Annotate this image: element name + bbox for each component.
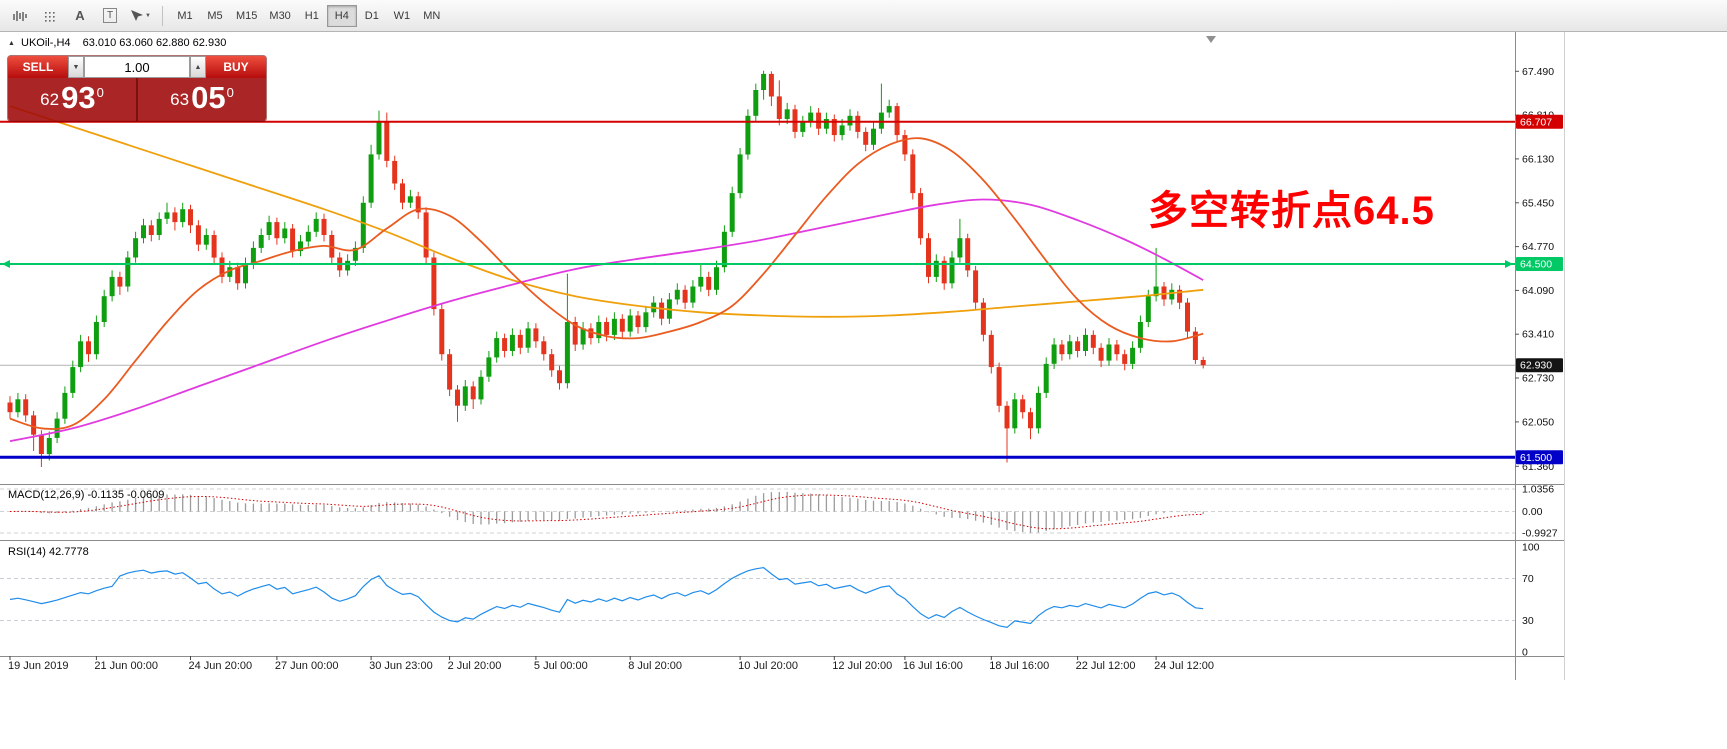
- macd-pane: [0, 488, 1515, 534]
- sell-button[interactable]: SELL: [8, 56, 68, 78]
- time-axis-label: 19 Jun 2019: [8, 660, 69, 672]
- timeframe-button-m15[interactable]: M15: [236, 9, 258, 22]
- bar-chart-icon[interactable]: [6, 4, 34, 28]
- time-axis-label: 12 Jul 20:00: [832, 660, 892, 672]
- tick-grid-icon[interactable]: [36, 4, 64, 28]
- ask-prefix: 63: [170, 90, 190, 109]
- text-label-icon[interactable]: T: [96, 4, 124, 28]
- candlestick-chart[interactable]: 67.49066.81066.13065.45064.77064.09063.4…: [0, 32, 1565, 680]
- time-axis-label: 10 Jul 20:00: [738, 660, 798, 672]
- rsi-pane: [0, 566, 1515, 629]
- trade-panel-divider: [136, 78, 138, 121]
- bid-big-digits: 93: [61, 80, 96, 115]
- price-badge: [1516, 358, 1563, 373]
- ask-pip-digit: 0: [226, 85, 234, 100]
- trade-panel-price-row: 62 93 0 63 05 0: [8, 78, 266, 121]
- price-axis-label: 67.490: [1522, 66, 1554, 78]
- price-axis-label: 62.050: [1522, 416, 1554, 428]
- price-axis-label: 66.130: [1522, 153, 1554, 165]
- price-badge: [1516, 114, 1563, 129]
- main-toolbar: A T ▼ M1 M5 M15 M30 H1 H4 D1 W1 MN: [0, 0, 1727, 32]
- crosshair-tool-icon[interactable]: ▼: [126, 4, 154, 28]
- timeframe-button-h1[interactable]: H1: [304, 9, 319, 22]
- time-axis-label: 27 Jun 00:00: [275, 660, 339, 672]
- auto-scroll-icon[interactable]: A: [75, 8, 85, 23]
- one-click-trading-panel: SELL ▼ 1.00 ▲ BUY 62 93 0 63 05 0: [8, 56, 266, 121]
- rsi-axis-label: 30: [1522, 615, 1534, 627]
- hline-left-arrow-icon: [2, 260, 10, 268]
- time-axis-label: 22 Jul 12:00: [1076, 660, 1136, 672]
- ask-big-digits: 05: [191, 80, 226, 115]
- price-badge: [1516, 450, 1563, 465]
- rsi-line: [9, 566, 1204, 629]
- buy-button[interactable]: BUY: [206, 56, 266, 78]
- macd-axis-label: 1.0356: [1522, 484, 1554, 496]
- rsi-axis-label: 100: [1522, 542, 1540, 554]
- bid-prefix: 62: [40, 90, 60, 109]
- price-axis-label: 64.090: [1522, 285, 1554, 297]
- price-badge-label: 66.707: [1520, 116, 1552, 128]
- time-axis-label: 5 Jul 00:00: [534, 660, 588, 672]
- candles-layer: [7, 70, 1206, 467]
- chart-shift-marker[interactable]: [1206, 36, 1216, 43]
- timeframe-button-m30[interactable]: M30: [269, 9, 291, 22]
- price-badge-label: 64.500: [1520, 259, 1552, 271]
- price-badge-label: 62.930: [1520, 360, 1552, 372]
- ma-mid-magenta: [9, 198, 1204, 443]
- time-axis-label: 24 Jun 20:00: [189, 660, 253, 672]
- price-axis-label: 62.730: [1522, 373, 1554, 385]
- price-axis[interactable]: 67.49066.81066.13065.45064.77064.09063.4…: [1515, 66, 1563, 473]
- volume-decrease-button[interactable]: ▼: [68, 56, 84, 78]
- time-axis[interactable]: 19 Jun 2019 21 Jun 00:00 24 Jun 20:00 27 Ju…: [8, 656, 1214, 672]
- timeframe-toolbar: M1 M5 M15 M30 H1 H4 D1 W1 MN: [170, 4, 447, 27]
- time-axis-label: 21 Jun 00:00: [94, 660, 158, 672]
- price-badge-label: 61.500: [1520, 452, 1552, 464]
- trade-panel-top-row: SELL ▼ 1.00 ▲ BUY: [8, 56, 266, 78]
- rsi-axis-label: 70: [1522, 573, 1534, 585]
- timeframe-button-d1[interactable]: D1: [364, 9, 379, 22]
- macd-signal-line: [9, 494, 1204, 530]
- ma-fast-orangered: [9, 137, 1204, 430]
- bid-price[interactable]: 62 93 0: [8, 78, 136, 121]
- volume-increase-button[interactable]: ▲: [190, 56, 206, 78]
- macd-axis-label: 0.00: [1522, 506, 1543, 518]
- price-axis-label: 65.450: [1522, 197, 1554, 209]
- volume-input[interactable]: 1.00: [84, 56, 190, 78]
- ma-slow-orange: [9, 105, 1204, 318]
- hline-right-arrow-icon: [1505, 260, 1513, 268]
- price-badge: [1516, 257, 1563, 271]
- time-axis-label: 24 Jul 12:00: [1154, 660, 1214, 672]
- timeframe-button-w1[interactable]: W1: [393, 9, 411, 22]
- timeframe-button-m5[interactable]: M5: [207, 9, 223, 22]
- timeframe-button-m1[interactable]: M1: [177, 9, 193, 22]
- timeframe-button-h4[interactable]: H4: [326, 4, 357, 27]
- ask-price[interactable]: 63 05 0: [138, 78, 266, 121]
- timeframe-button-mn[interactable]: MN: [423, 9, 441, 22]
- rsi-axis-label: 0: [1522, 647, 1528, 659]
- time-axis-label: 8 Jul 20:00: [628, 660, 682, 672]
- macd-axis-label: -0.9927: [1522, 528, 1558, 540]
- chart-tools-group: A T ▼: [5, 4, 155, 28]
- toolbar-separator: [162, 5, 163, 26]
- price-axis-label: 63.410: [1522, 329, 1554, 341]
- time-axis-label: 16 Jul 16:00: [903, 660, 963, 672]
- time-axis-label: 30 Jun 23:00: [369, 660, 433, 672]
- price-axis-label: 64.770: [1522, 241, 1554, 253]
- bid-pip-digit: 0: [96, 85, 104, 100]
- time-axis-label: 2 Jul 20:00: [448, 660, 502, 672]
- time-axis-label: 18 Jul 16:00: [989, 660, 1049, 672]
